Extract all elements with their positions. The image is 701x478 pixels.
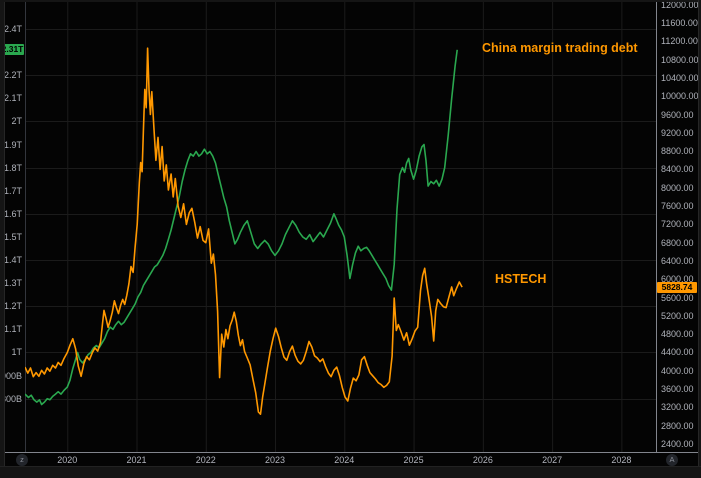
hstech-line[interactable]: [25, 47, 463, 416]
left-axis-tick: 1T: [11, 347, 22, 358]
right-axis-tick: 6800.00: [661, 237, 694, 248]
left-axis-tick: 1.3T: [3, 278, 22, 289]
right-axis-tick: 11200.00: [661, 36, 698, 47]
left-axis-tick: 2.4T: [3, 24, 22, 35]
right-axis-tick: 6400.00: [661, 255, 694, 266]
left-axis-tick: 1.7T: [3, 185, 22, 196]
margin-debt-last-price-badge: 2.31T: [1, 44, 24, 56]
time-axis-tick: 2027: [542, 455, 563, 465]
left-axis-tick: 1.8T: [3, 162, 22, 173]
margin-debt-annotation[interactable]: China margin trading debt: [482, 41, 638, 55]
left-axis-tick: 1.9T: [3, 139, 22, 150]
time-axis-tick: 2028: [611, 455, 632, 465]
right-axis-tick: 8400.00: [661, 164, 694, 175]
right-axis-tick: 6000.00: [661, 274, 694, 285]
timezone-button[interactable]: z: [16, 454, 28, 466]
right-axis-tick: 9200.00: [661, 127, 694, 138]
time-axis-tick: 2024: [334, 455, 355, 465]
right-axis-tick: 3600.00: [661, 384, 694, 395]
time-axis-tick: 2022: [195, 455, 216, 465]
left-axis-tick: 1.6T: [3, 208, 22, 219]
left-axis-tick: 900B: [0, 370, 22, 381]
window-frame-bottom: [0, 466, 701, 478]
right-axis-tick: 2800.00: [661, 420, 694, 431]
left-axis-tick: 1.4T: [3, 255, 22, 266]
right-axis-tick: 2400.00: [661, 438, 694, 449]
left-axis-tick: 2T: [11, 116, 22, 127]
right-axis-tick: 12000.00: [661, 0, 699, 10]
right-axis-tick: 11600.00: [661, 18, 698, 29]
right-axis-tick: 10000.00: [661, 91, 699, 102]
left-axis-tick: 2.2T: [3, 70, 22, 81]
window-frame-top: [0, 0, 701, 2]
right-axis-tick: 10400.00: [661, 72, 699, 83]
right-axis-tick: 7200.00: [661, 219, 694, 230]
auto-scale-button[interactable]: A: [666, 454, 678, 466]
right-axis-tick: 3200.00: [661, 402, 694, 413]
right-axis-tick: 8000.00: [661, 182, 694, 193]
left-axis-tick: 1.1T: [3, 324, 22, 335]
chart-plot[interactable]: [0, 0, 701, 466]
time-axis-tick: 2026: [472, 455, 493, 465]
right-axis-tick: 10800.00: [661, 54, 699, 65]
time-axis-tick: 2025: [403, 455, 424, 465]
right-axis-tick: 5600.00: [661, 292, 694, 303]
left-axis-tick: 2.1T: [3, 93, 22, 104]
right-axis-tick: 5200.00: [661, 310, 694, 321]
left-axis-tick: 1.2T: [3, 301, 22, 312]
time-axis-tick: 2020: [57, 455, 78, 465]
right-axis-tick: 7600.00: [661, 201, 694, 212]
window-frame-left: [0, 0, 5, 478]
left-axis-tick: 800B: [0, 393, 22, 404]
hstech-last-price-badge: 5828.74: [657, 281, 697, 293]
window-frame-right: [698, 0, 701, 478]
right-axis-tick: 4800.00: [661, 329, 694, 340]
scale-borders: [0, 0, 701, 453]
left-axis-tick: 1.5T: [3, 231, 22, 242]
right-axis-tick: 9600.00: [661, 109, 694, 120]
right-axis-tick: 4000.00: [661, 365, 694, 376]
right-axis-tick: 8800.00: [661, 146, 694, 157]
right-axis-tick: 4400.00: [661, 347, 694, 358]
margin-debt-line[interactable]: [25, 49, 458, 406]
time-axis-tick: 2023: [265, 455, 286, 465]
gridlines: [25, 0, 656, 452]
time-axis-tick: 2021: [126, 455, 147, 465]
chart-panel: 2.4T 2.2T 2.1T 2T 1.9T 1.8T 1.7T 1.6T 1.5T 1.4T 1.…: [0, 0, 701, 466]
hstech-annotation[interactable]: HSTECH: [495, 272, 547, 286]
